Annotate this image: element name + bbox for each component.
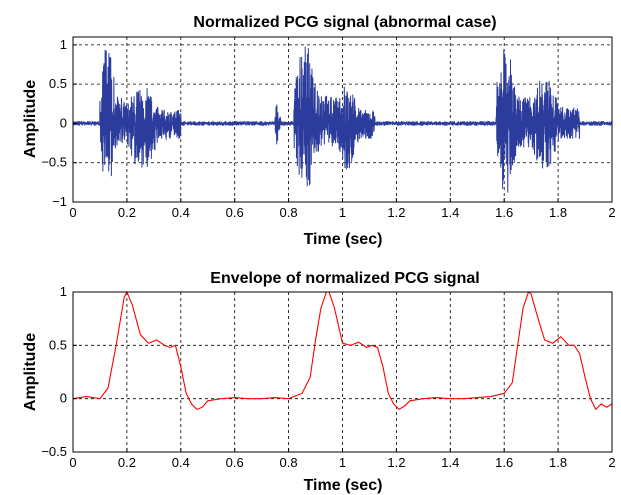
bottom-chart-x-tick-label: 2: [608, 455, 615, 470]
bottom-chart-x-tick-label: 1.4: [441, 455, 459, 470]
top-chart-x-tick-label: 0.4: [172, 205, 190, 220]
bottom-chart-envelope-line: [72, 290, 613, 411]
top-chart-x-tick-label: 0.8: [280, 205, 298, 220]
bottom-chart-y-axis-label: Amplitude: [22, 333, 39, 411]
bottom-chart-x-tick-label: 1.2: [387, 455, 405, 470]
top-chart-y-tick-label: −0.5: [41, 155, 67, 170]
bottom-chart: Envelope of normalized PCG signal 0 0.2 0.…: [22, 270, 616, 494]
top-chart-x-tick-label: 0.6: [226, 205, 244, 220]
top-chart-x-tick-label: 1.2: [387, 205, 405, 220]
bottom-chart-x-tick-label: 1: [339, 455, 346, 470]
bottom-chart-x-tick-label: 1.8: [549, 455, 567, 470]
top-chart-x-tick-label: 0: [69, 205, 76, 220]
top-chart-x-tick-label: 1.8: [549, 205, 567, 220]
top-chart-x-ticks: 0 0.2 0.4 0.6 0.8 1 1.2 1.4 1.6 1.8 2: [69, 198, 616, 220]
bottom-chart-x-axis-label: Time (sec): [304, 477, 383, 494]
top-chart-y-tick-label: 0.5: [49, 76, 67, 91]
bottom-chart-y-tick-label: 0: [60, 391, 67, 406]
top-chart-signal-line: [72, 46, 613, 193]
top-chart-y-tick-label: 0: [60, 115, 67, 130]
top-chart-x-tick-label: 0.2: [118, 205, 136, 220]
top-chart-x-tick-label: 2: [608, 205, 615, 220]
bottom-chart-y-tick-label: −0.5: [41, 444, 67, 459]
bottom-chart-x-tick-label: 0.4: [172, 455, 190, 470]
bottom-chart-x-tick-label: 1.6: [495, 455, 513, 470]
top-chart-y-ticks: −1 −0.5 0 0.5 1: [41, 37, 77, 209]
bottom-chart-x-tick-label: 0.6: [226, 455, 244, 470]
top-chart-x-tick-label: 1.4: [441, 205, 459, 220]
top-chart-x-axis-label: Time (sec): [304, 231, 383, 248]
bottom-chart-x-tick-label: 0.2: [118, 455, 136, 470]
bottom-chart-y-tick-label: 1: [60, 284, 67, 299]
bottom-chart-x-tick-label: 0.8: [280, 455, 298, 470]
top-chart-y-tick-label: 1: [60, 37, 67, 52]
top-chart-x-tick-label: 1: [339, 205, 346, 220]
top-chart-y-axis-label: Amplitude: [22, 80, 39, 158]
bottom-chart-grid: [73, 292, 612, 452]
bottom-chart-title: Envelope of normalized PCG signal: [210, 270, 479, 287]
bottom-chart-x-ticks: 0 0.2 0.4 0.6 0.8 1 1.2 1.4 1.6 1.8 2: [69, 448, 616, 470]
top-chart-y-tick-label: −1: [52, 194, 67, 209]
top-chart-x-tick-label: 1.6: [495, 205, 513, 220]
top-chart-title: Normalized PCG signal (abnormal case): [193, 14, 496, 31]
bottom-chart-y-ticks: −0.5 0 0.5 1: [41, 284, 77, 459]
bottom-chart-x-tick-label: 0: [69, 455, 76, 470]
bottom-chart-y-tick-label: 0.5: [49, 337, 67, 352]
